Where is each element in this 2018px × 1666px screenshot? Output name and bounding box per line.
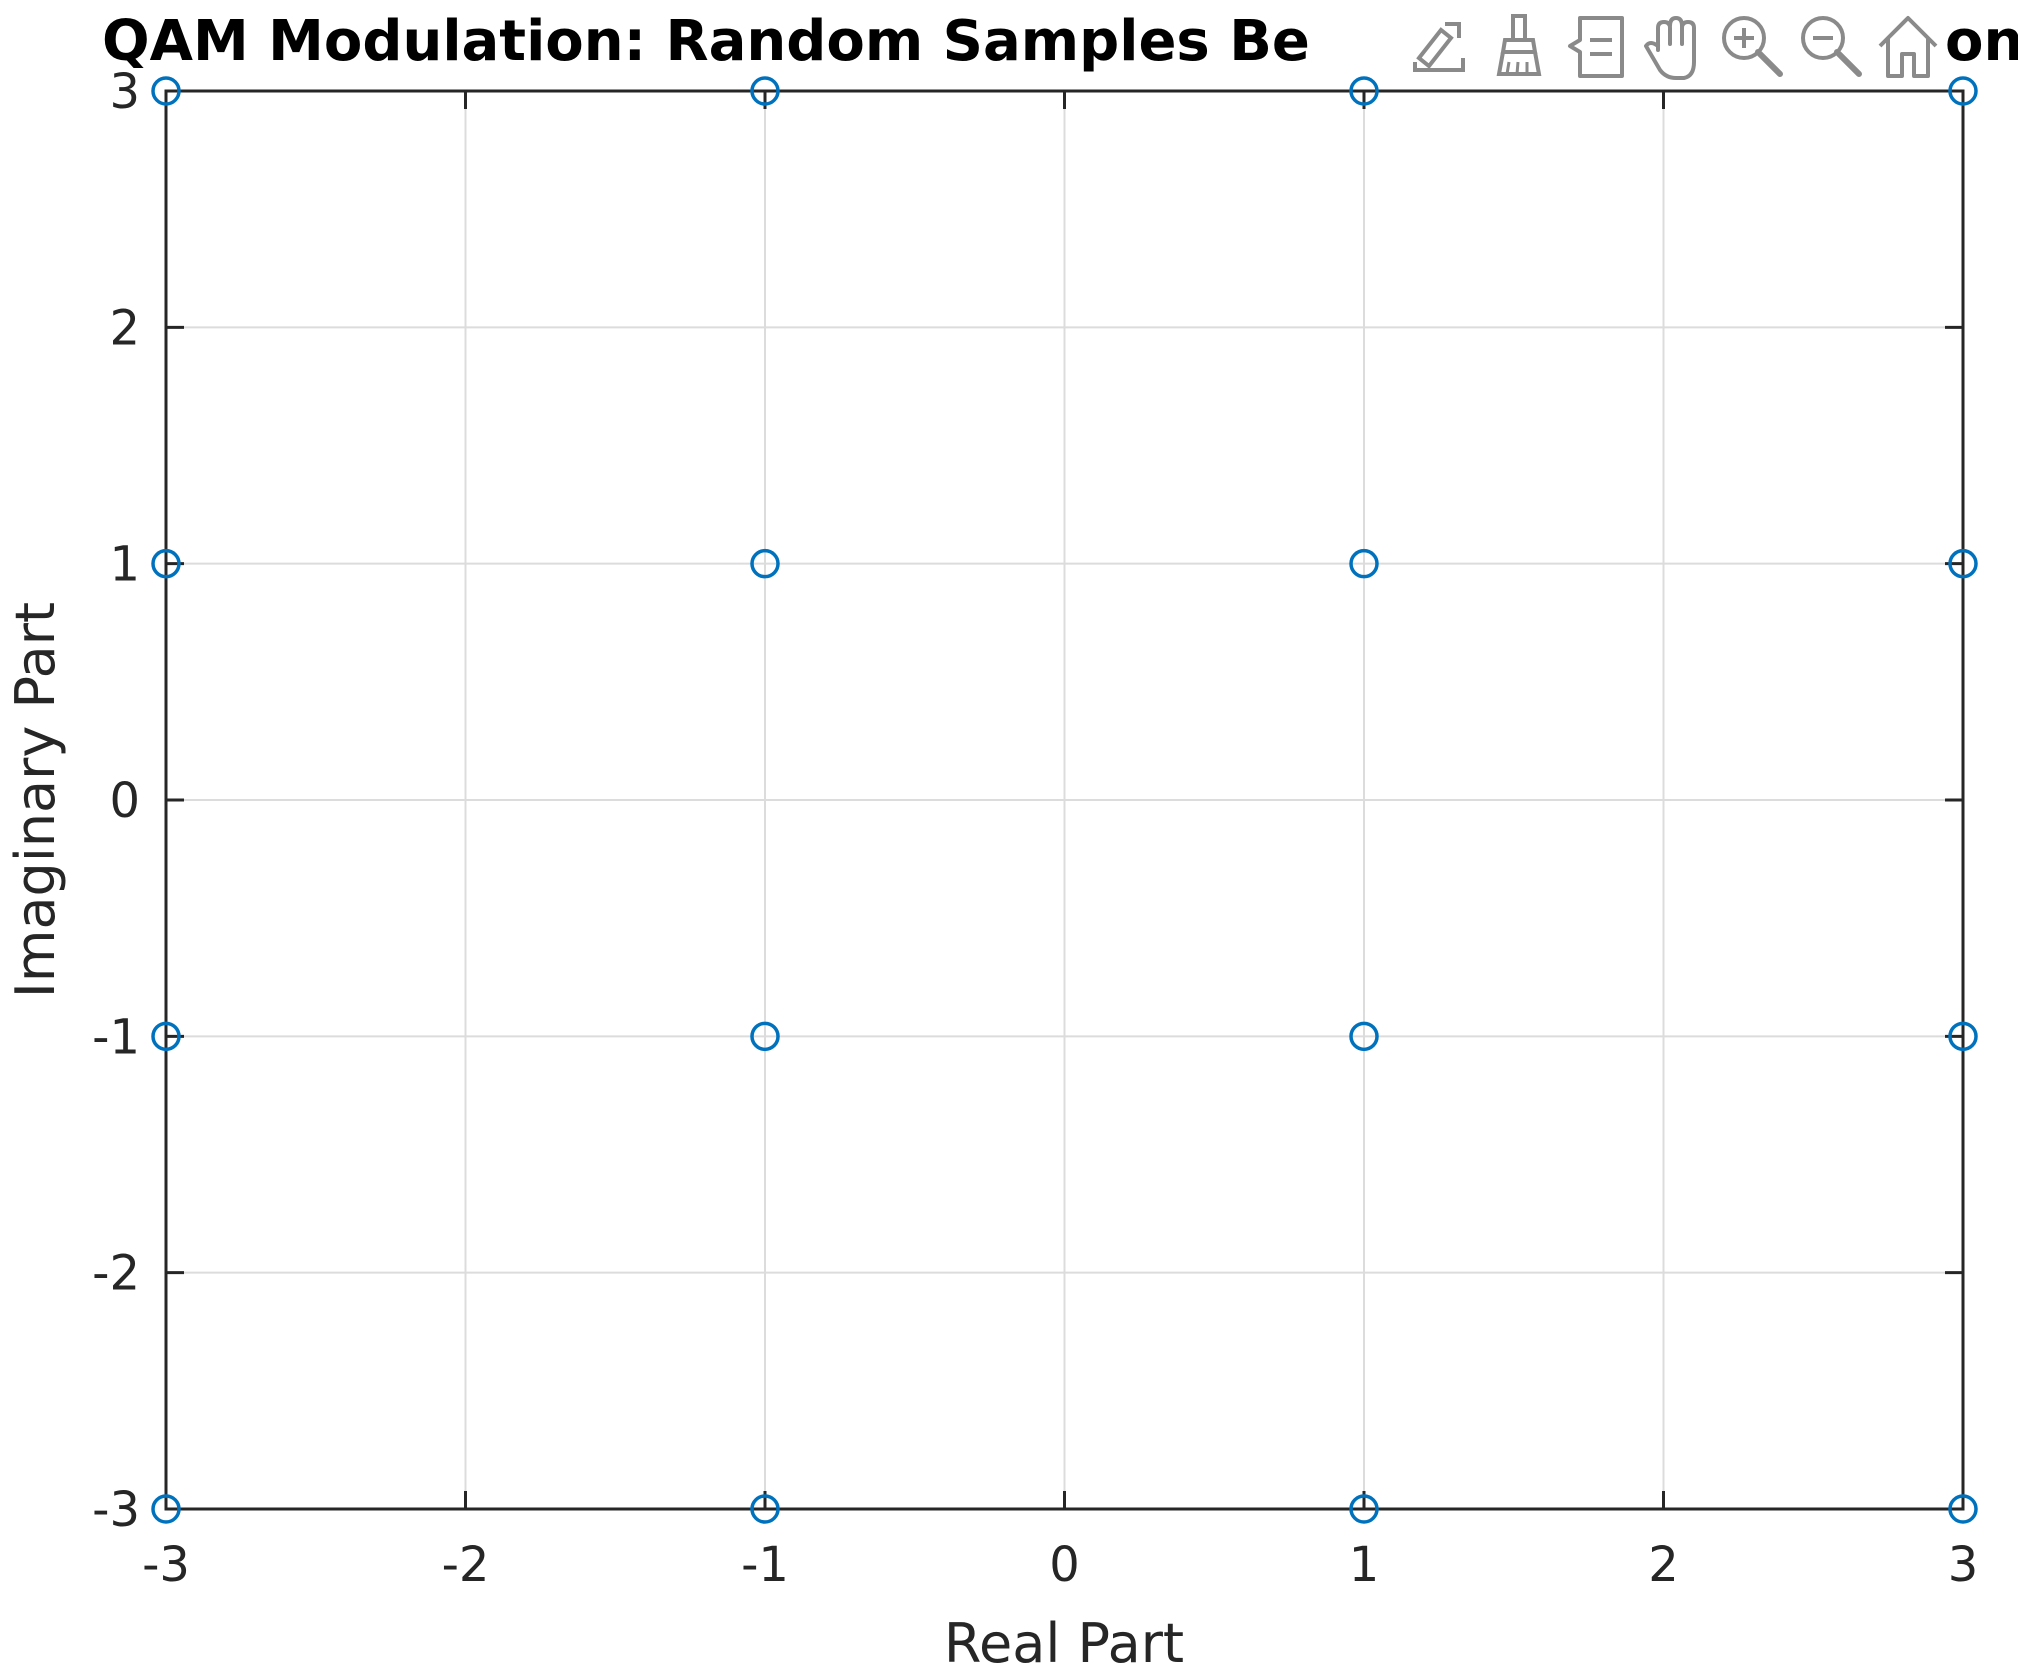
y-tick-label: 1	[109, 537, 140, 593]
data-point	[151, 1494, 181, 1524]
data-point	[750, 1494, 780, 1524]
data-markers	[151, 76, 1978, 1524]
x-tick-label: 2	[1648, 1537, 1679, 1593]
y-tick-label: 3	[109, 64, 140, 120]
y-tick-label: 2	[109, 300, 140, 356]
x-tick-label: 3	[1948, 1537, 1979, 1593]
y-tick-label: -3	[92, 1482, 140, 1538]
data-point	[1948, 1021, 1978, 1052]
x-axis-label: Real Part	[944, 1612, 1184, 1666]
zoom-in-icon[interactable]	[1716, 10, 1786, 80]
y-tick-label: -1	[92, 1009, 140, 1065]
axes-toolbar	[1402, 6, 1946, 82]
x-tick-label: -3	[142, 1537, 190, 1593]
data-point	[750, 548, 780, 579]
data-point	[151, 1021, 181, 1052]
x-tick-label: -1	[741, 1537, 789, 1593]
data-point	[151, 548, 181, 579]
data-point	[1948, 76, 1978, 106]
x-tick-label: -2	[442, 1537, 490, 1593]
data-point	[1349, 1494, 1379, 1524]
pan-icon[interactable]	[1638, 10, 1708, 80]
data-point	[151, 76, 181, 106]
data-point	[1349, 548, 1379, 579]
y-tick-label: -2	[92, 1246, 140, 1302]
y-tick-label: 0	[109, 773, 140, 829]
y-tick-labels: -3 -2 -1 0 1 2 3	[92, 64, 140, 1538]
data-point	[1948, 1494, 1978, 1524]
data-point	[1349, 1021, 1379, 1052]
x-tick-label: 0	[1049, 1537, 1080, 1593]
datatip-icon[interactable]	[1562, 10, 1632, 80]
x-tick-label: 1	[1349, 1537, 1380, 1593]
data-point	[750, 76, 780, 106]
chart-title: QAM Modulation: Random Samples Be	[102, 9, 1310, 74]
brush-icon[interactable]	[1485, 10, 1555, 80]
chart-title-tail: on	[1945, 9, 2018, 74]
zoom-out-icon[interactable]	[1795, 10, 1865, 80]
export-icon[interactable]	[1405, 10, 1475, 80]
home-icon[interactable]	[1874, 10, 1944, 80]
data-point	[750, 1021, 780, 1052]
data-point	[1349, 76, 1379, 106]
data-point	[1948, 548, 1978, 579]
axes-box	[164, 89, 1965, 1511]
y-axis-label: Imaginary Part	[4, 602, 67, 998]
x-tick-labels: -3 -2 -1 0 1 2 3	[142, 1537, 1978, 1593]
